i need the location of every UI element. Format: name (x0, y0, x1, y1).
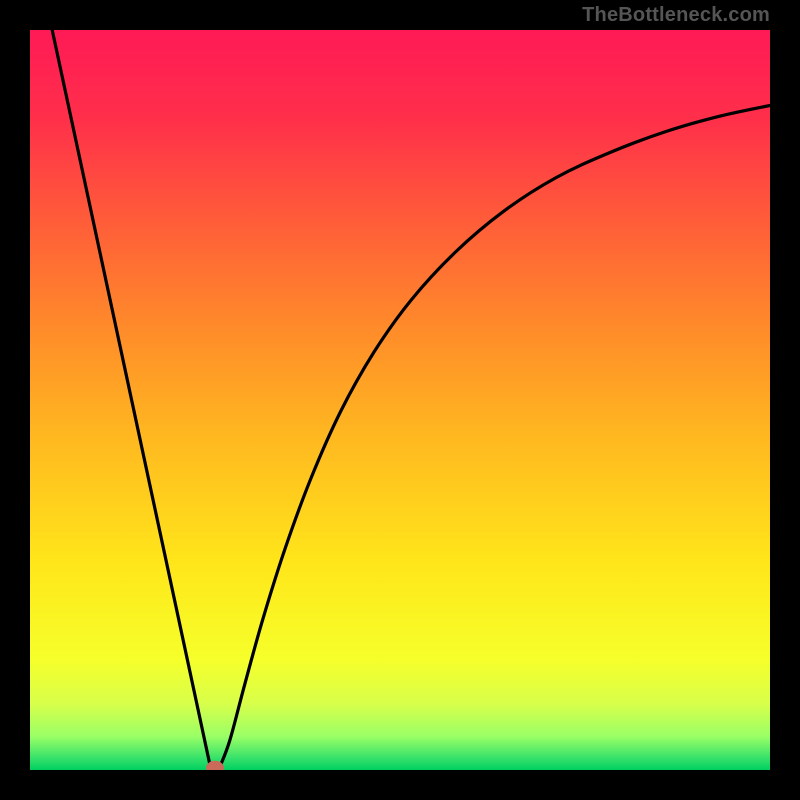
plot-area (30, 30, 770, 770)
watermark-text: TheBottleneck.com (582, 4, 770, 27)
plot-background (30, 30, 770, 770)
chart-svg (30, 30, 770, 770)
chart-frame: TheBottleneck.com (0, 0, 800, 800)
